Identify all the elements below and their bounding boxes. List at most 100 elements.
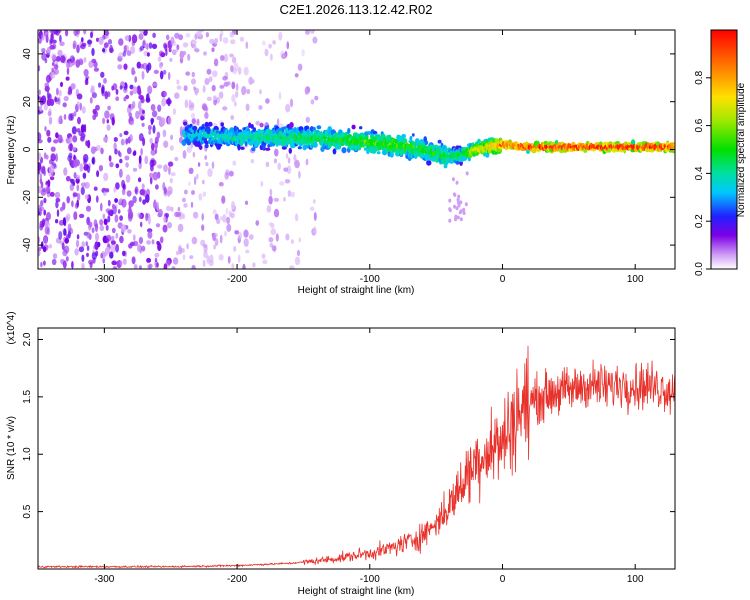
spectrogram-noise-cell	[152, 171, 159, 181]
spectrogram-noise-cell	[285, 103, 291, 113]
spectrogram-noise-cell	[270, 53, 273, 61]
spectrogram-noise-cell	[147, 124, 152, 131]
spectrogram-noise-cell	[174, 156, 179, 162]
spectrogram-noise-cell	[50, 32, 54, 42]
spectrogram-noise-cell	[273, 197, 280, 202]
spectrogram-noise-cell	[261, 253, 266, 259]
spectrogram-noise-cell	[50, 153, 56, 162]
spectrogram-noise-cell	[100, 147, 104, 155]
spectrogram-ridge-cell	[672, 143, 675, 147]
spectrogram-noise-cell	[60, 206, 64, 212]
spectrogram-noise-cell	[71, 200, 74, 208]
spectrogram-noise-cell	[39, 105, 43, 112]
spectrogram-noise-cell	[60, 55, 66, 63]
spectrogram-noise-cell	[165, 34, 170, 41]
spectrogram-noise-cell	[185, 71, 191, 76]
spectrogram-noise-cell	[231, 81, 236, 90]
spectrogram-noise-cell	[90, 31, 93, 39]
spectrogram-noise-cell	[179, 50, 185, 60]
spectrogram-noise-cell	[309, 30, 315, 34]
spectrogram-noise-cell	[172, 257, 179, 265]
spectrogram-noise-cell	[139, 189, 145, 196]
colorbar-gradient	[710, 29, 738, 270]
snr-x-tick-label: -200	[227, 574, 247, 585]
spectrogram-noise-cell	[122, 250, 126, 257]
spectrogram-noise-cell	[182, 254, 186, 261]
spectrogram-noise-cell	[108, 155, 112, 162]
spectrogram-noise-cell	[81, 42, 87, 47]
spectrogram-noise-cell	[268, 195, 273, 205]
spectrogram-noise-cell	[76, 93, 83, 100]
spectrogram-noise-cell	[83, 69, 89, 77]
spectrogram-noise-cell	[182, 150, 187, 159]
spectrogram-noise-cell	[75, 30, 81, 35]
spectrogram-noise-cell	[148, 42, 153, 49]
spectrogram-noise-cell	[250, 159, 254, 164]
spectrogram-noise-cell	[224, 230, 227, 237]
spectrogram-noise-cell	[72, 135, 78, 143]
spectrogram-noise-cell	[92, 108, 97, 115]
spectrogram-noise-cell	[94, 223, 99, 233]
spectrogram-noise-cell	[104, 30, 109, 37]
spectrogram-noise-cell	[38, 152, 42, 161]
spectrogram-noise-cell	[95, 104, 100, 111]
spectrogram-noise-cell	[457, 203, 461, 208]
spectrogram-noise-cell	[277, 162, 282, 171]
spectrogram-noise-cell	[206, 68, 212, 75]
spectrogram-noise-cell	[207, 168, 213, 178]
spectrogram-noise-cell	[237, 66, 242, 75]
spectrogram-noise-cell	[78, 213, 85, 219]
spectrogram-noise-cell	[163, 140, 169, 148]
spectrogram-noise-cell	[301, 49, 305, 57]
spectrogram-noise-cell	[69, 55, 75, 63]
spectrogram-ridge-cell	[338, 129, 343, 134]
spectrogram-noise-cell	[65, 175, 71, 182]
spectrogram-noise-cell	[58, 89, 62, 97]
spectrogram-noise-cell	[234, 230, 240, 235]
spectrogram-noise-cell	[448, 218, 452, 223]
spectrogram-ridge-cell	[208, 121, 213, 127]
spectrogram-y-ticks: -40 -20 0 20 40	[22, 48, 675, 252]
spectrogram-noise-cell	[75, 239, 80, 248]
spectrogram-noise-cell	[192, 211, 199, 219]
spectrogram-noise-cell	[148, 130, 152, 135]
spectrogram-noise-cell	[55, 219, 59, 224]
spectrogram-noise-cell	[73, 172, 77, 179]
spectrogram-ridge-cell	[409, 136, 413, 141]
spectrogram-ridge-cell	[367, 131, 371, 135]
spectrogram-noise-cell	[124, 155, 130, 161]
spectrogram-noise-cell	[72, 43, 76, 50]
spectrogram-noise-cell	[190, 112, 196, 119]
spectrogram-noise-cell	[66, 196, 70, 204]
spectrogram-noise-cell	[146, 257, 152, 263]
spectrogram-noise-cell	[190, 78, 197, 85]
spectrogram-noise-cell	[231, 94, 236, 103]
spectrogram-noise-cell	[157, 104, 162, 112]
spectrogram-ridge-cell	[297, 146, 302, 150]
spectrogram-noise-cell	[140, 148, 143, 156]
spectrogram-noise-cell	[140, 116, 145, 121]
spectrogram-y-tick-label: 0	[22, 146, 33, 152]
spectrogram-noise-cell	[103, 218, 108, 226]
spectrogram-noise-cell	[170, 36, 175, 45]
spectrogram-noise-cell	[107, 105, 111, 111]
spectrogram-noise-cell	[67, 223, 72, 233]
spectrogram-noise-cell	[43, 197, 47, 204]
spectrogram-ridge-cell	[250, 124, 254, 129]
spectrogram-noise-cell	[46, 186, 50, 195]
spectrogram-noise-cell	[107, 39, 113, 45]
spectrogram-noise-cell	[132, 167, 138, 172]
spectrogram-noise-cell	[91, 227, 95, 234]
spectrogram-ridge-cell	[281, 146, 287, 150]
spectrogram-noise-cell	[155, 184, 159, 190]
spectrogram-noise-cell	[222, 37, 229, 44]
spectrogram-noise-cell	[151, 110, 158, 118]
spectrogram-noise-cell	[122, 258, 127, 265]
spectrogram-noise-cell	[168, 166, 171, 176]
spectrogram-noise-cell	[76, 199, 79, 208]
spectrogram-noise-cell	[95, 144, 101, 151]
spectrogram-noise-cell	[201, 103, 208, 111]
spectrogram-noise-cell	[455, 206, 459, 211]
spectrogram-noise-cell	[289, 98, 294, 108]
spectrogram-noise-cell	[182, 197, 186, 203]
